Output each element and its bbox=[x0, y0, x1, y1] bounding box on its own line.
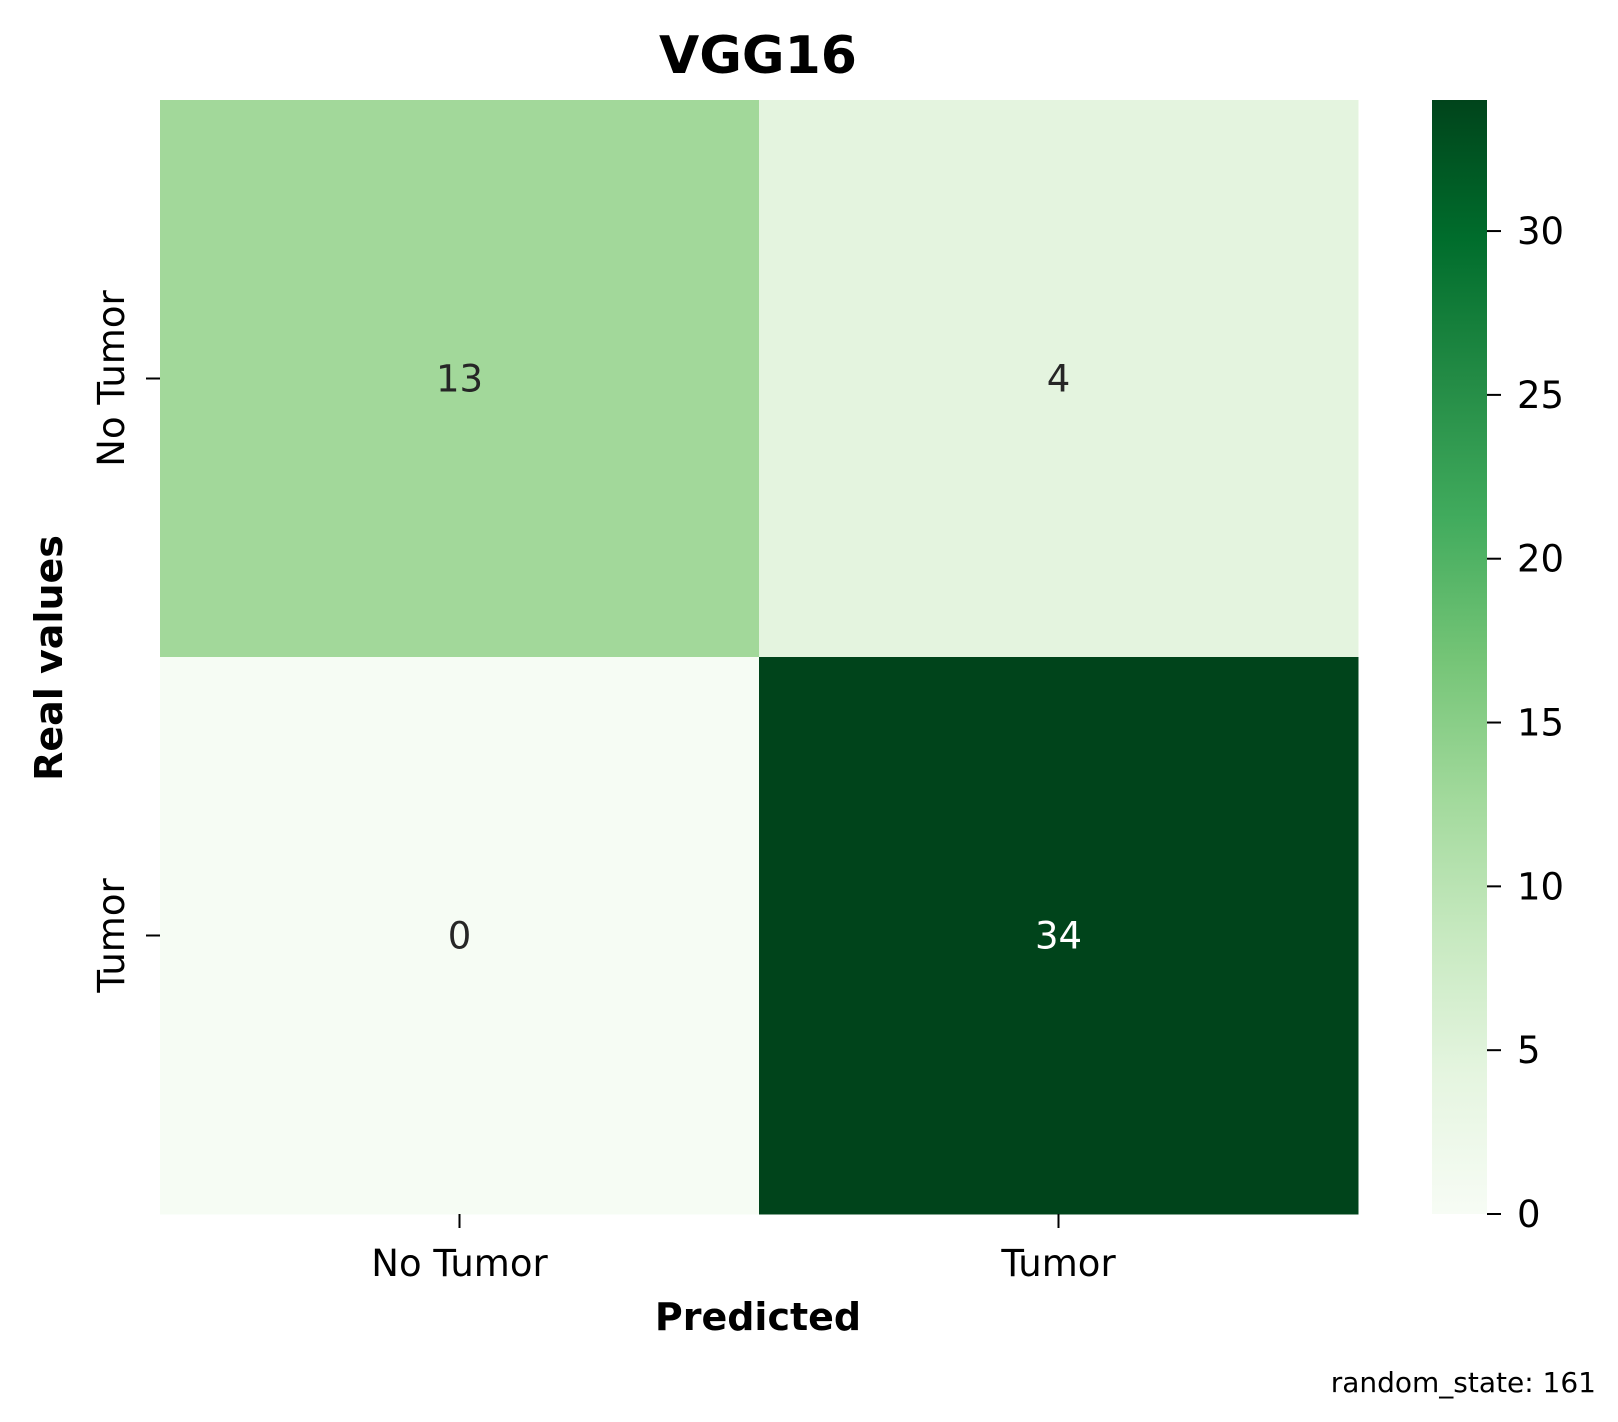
y-tick-label: Tumor bbox=[90, 878, 133, 994]
colorbar-tick-label: 10 bbox=[1517, 865, 1564, 908]
heatmap-cell bbox=[759, 657, 1359, 1215]
heatmap-cell bbox=[160, 657, 760, 1215]
heatmap-cell bbox=[759, 100, 1359, 658]
cell-value-label: 13 bbox=[436, 358, 483, 401]
colorbar-tick-label: 0 bbox=[1517, 1193, 1541, 1236]
y-axis: No Tumor Tumor bbox=[90, 290, 160, 994]
chart-title: VGG16 bbox=[659, 26, 857, 86]
x-axis: No Tumor Tumor bbox=[371, 1214, 1116, 1285]
cell-value-label: 4 bbox=[1047, 358, 1071, 401]
colorbar-tick-label: 30 bbox=[1517, 210, 1564, 253]
y-axis-label: Real values bbox=[27, 535, 71, 781]
heatmap-cells bbox=[160, 100, 1359, 1215]
x-tick-label: No Tumor bbox=[371, 1242, 548, 1285]
colorbar-tick-label: 20 bbox=[1517, 538, 1564, 581]
colorbar-tick-label: 15 bbox=[1517, 702, 1564, 745]
heatmap-cell-labels: 13 4 0 34 bbox=[436, 358, 1082, 958]
colorbar-tick-label: 5 bbox=[1517, 1029, 1541, 1072]
cell-value-label: 34 bbox=[1035, 915, 1082, 958]
heatmap-cell bbox=[160, 100, 760, 658]
colorbar-tick-label: 25 bbox=[1517, 374, 1564, 417]
footnote: random_state: 161 bbox=[1331, 1366, 1596, 1399]
y-tick-label: No Tumor bbox=[90, 290, 133, 467]
x-axis-label: Predicted bbox=[655, 1295, 861, 1339]
colorbar bbox=[1432, 100, 1487, 1214]
colorbar-ticks: 0 5 10 15 20 25 30 bbox=[1487, 210, 1564, 1236]
cell-value-label: 0 bbox=[448, 915, 472, 958]
x-tick-label: Tumor bbox=[1000, 1242, 1116, 1285]
